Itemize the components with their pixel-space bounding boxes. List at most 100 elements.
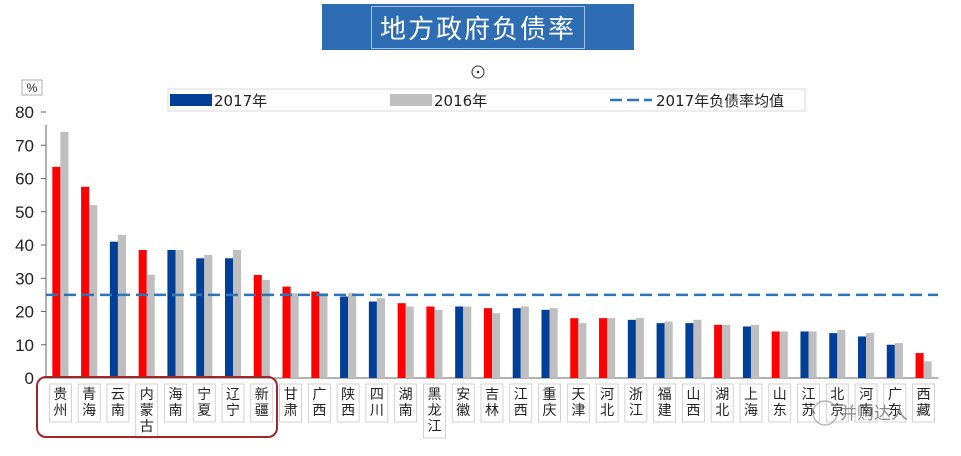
- category-label-box: [423, 383, 446, 439]
- category-label-box: [653, 383, 677, 423]
- bar-2016-内蒙古: [146, 274, 155, 378]
- category-label-陕西: 陕西: [341, 387, 355, 419]
- category-label-四川: 四川: [370, 387, 384, 419]
- y-tick-label: 80: [15, 103, 34, 122]
- category-label-江西: 江西: [514, 387, 528, 419]
- category-label-内蒙古: 内蒙古: [140, 387, 154, 435]
- category-label-box: [595, 383, 619, 423]
- bar-2017-福建: [656, 323, 665, 378]
- category-label-辽宁: 辽宁: [226, 387, 240, 419]
- category-label-云南: 云南: [111, 387, 125, 419]
- y-tick-label: 30: [15, 269, 34, 288]
- category-label-box: [912, 383, 936, 423]
- category-label-box: [883, 383, 907, 423]
- bar-2017-新疆: [253, 274, 262, 378]
- bar-2017-贵州: [52, 166, 61, 378]
- bar-2016-辽宁: [233, 249, 242, 378]
- decor-circle-icon: [471, 65, 485, 79]
- category-label-box: [394, 383, 418, 423]
- legend-label-2017: 2017年: [214, 92, 267, 110]
- category-label-福建: 福建: [658, 387, 672, 419]
- bar-2016-浙江: [635, 318, 644, 378]
- bar-2016-湖北: [722, 324, 731, 378]
- category-label-河北: 河北: [600, 387, 614, 419]
- bar-2016-海南: [175, 249, 184, 378]
- wechat-icon: [812, 400, 838, 426]
- category-label-box: [451, 383, 475, 423]
- bar-2017-江苏: [800, 331, 809, 378]
- category-label-box: [538, 383, 561, 423]
- bar-2016-黑龙江: [434, 309, 443, 378]
- category-label-甘肃: 甘肃: [284, 387, 298, 419]
- bar-2017-河北: [599, 318, 608, 378]
- category-label-上海: 上海: [744, 387, 758, 419]
- bar-2016-河南: [866, 333, 875, 378]
- category-label-江苏: 江苏: [802, 387, 816, 419]
- y-tick-label: 60: [15, 170, 34, 189]
- category-label-青海: 青海: [82, 387, 96, 419]
- bar-2016-新疆: [261, 279, 270, 378]
- bar-2016-北京: [837, 329, 846, 378]
- bar-2016-广西: [319, 293, 328, 378]
- chart-title-box: 地方政府负债率: [322, 4, 634, 50]
- bar-2017-河南: [858, 336, 867, 378]
- y-tick-label: 20: [15, 303, 34, 322]
- bar-2017-青海: [81, 186, 90, 378]
- category-label-box: [566, 383, 590, 423]
- category-label-新疆: 新疆: [255, 387, 269, 419]
- bar-2017-湖北: [714, 324, 723, 378]
- category-label-海南: 海南: [168, 387, 182, 419]
- bar-2017-陕西: [340, 296, 349, 378]
- y-unit-label: %: [27, 81, 38, 95]
- y-tick-label: 0: [25, 369, 34, 388]
- unit-label-box: [21, 79, 43, 96]
- bar-group: [52, 131, 932, 378]
- category-label-吉林: 吉林: [485, 387, 499, 419]
- bar-2016-河北: [607, 318, 616, 378]
- bar-2017-山东: [771, 331, 780, 378]
- y-tick-label: 70: [15, 136, 34, 155]
- watermark-text: 并购达人: [840, 404, 908, 424]
- category-label-西藏: 西藏: [917, 387, 931, 419]
- legend-swatch-2017: [170, 94, 212, 106]
- category-label-box: [192, 383, 216, 423]
- y-tick-label: 50: [15, 203, 34, 222]
- bar-2016-云南: [117, 235, 126, 378]
- bar-2017-云南: [109, 241, 118, 378]
- category-label-box: [77, 383, 101, 423]
- legend-frame: [167, 88, 806, 112]
- y-tick-label: 40: [15, 236, 34, 255]
- bar-2017-黑龙江: [426, 306, 435, 378]
- category-label-box: [624, 383, 648, 423]
- bar-2016-湖南: [405, 306, 414, 378]
- bar-2016-甘肃: [290, 293, 299, 378]
- bar-2016-天津: [578, 323, 587, 378]
- watermark: 并购达人: [812, 400, 908, 426]
- bar-2017-海南: [167, 249, 176, 378]
- bar-2016-安徽: [463, 306, 472, 378]
- category-label-湖南: 湖南: [399, 387, 413, 419]
- category-label-box: [106, 383, 130, 423]
- category-label-山西: 山西: [686, 387, 700, 419]
- legend: 2017年 2016年 2017年负债率均值: [167, 88, 806, 112]
- bar-2016-重庆: [549, 308, 558, 378]
- category-label-天津: 天津: [571, 387, 585, 419]
- category-label-box: [854, 383, 878, 423]
- category-label-贵州: 贵州: [53, 387, 67, 419]
- category-label-box: [279, 383, 302, 423]
- category-label-浙江: 浙江: [629, 387, 643, 419]
- y-tick-label: 10: [15, 336, 34, 355]
- bar-2017-浙江: [627, 319, 636, 378]
- category-label-河南: 河南: [859, 387, 873, 419]
- y-tick-group: 0 10 20 30 40 50 60 70 80: [15, 103, 46, 388]
- legend-swatch-2016: [390, 94, 432, 106]
- category-label-box: [221, 383, 245, 423]
- bar-2017-广东: [886, 344, 895, 378]
- chart-title: 地方政府负债率: [370, 5, 585, 49]
- bar-2017-天津: [570, 318, 579, 378]
- bar-2017-江西: [512, 308, 521, 378]
- bar-2017-内蒙古: [138, 249, 147, 378]
